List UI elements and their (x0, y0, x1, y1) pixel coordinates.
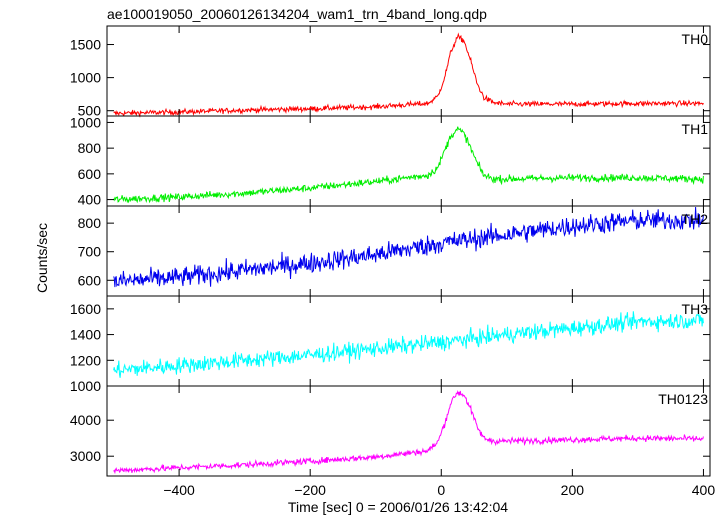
panel-label-th0123: TH0123 (658, 391, 708, 407)
panel-frame (106, 385, 711, 477)
x-tick-label: 400 (692, 482, 716, 498)
y-tick-label: 1400 (70, 327, 101, 343)
series-line-th2 (113, 206, 704, 288)
panel-th1: 400 600 800 1000 TH1 (70, 114, 711, 208)
panel-label-th3: TH3 (682, 301, 709, 317)
panel-label-th1: TH1 (682, 121, 709, 137)
panel-th2: 600 700 800 TH2 (78, 205, 711, 297)
y-tick-label: 600 (78, 166, 102, 182)
x-axis-label: Time [sec] 0 = 2006/01/26 13:42:04 (288, 499, 508, 515)
y-tick-label: 1500 (70, 37, 101, 53)
panel-label-th2: TH2 (682, 211, 709, 227)
y-axis-label: Counts/sec (34, 223, 50, 293)
panel-label-th0: TH0 (682, 31, 709, 47)
y-tick-label: 500 (78, 103, 102, 119)
chart-title: ae100019050_20060126134204_wam1_trn_4ban… (107, 6, 487, 22)
series-line-th0 (113, 32, 704, 118)
y-tick-label: 1600 (70, 301, 101, 317)
y-tick-label: 700 (78, 244, 102, 260)
panel-th3: 1000 1200 1400 1600 TH3 (70, 295, 711, 394)
x-tick-label: −400 (163, 482, 195, 498)
y-tick-label: 1000 (70, 378, 101, 394)
y-tick-label: 1000 (70, 70, 101, 86)
x-tick-label: −200 (294, 482, 326, 498)
x-tick-label: 200 (561, 482, 585, 498)
y-tick-label: 3000 (70, 448, 101, 464)
panel-th0: 500 1000 1500 TH0 (70, 25, 711, 119)
panel-frame (106, 295, 711, 387)
y-tick-label: 800 (78, 215, 102, 231)
y-tick-label: 1000 (70, 114, 101, 130)
panel-th0123: 3000 4000 TH0123 (70, 385, 711, 477)
series-line-th3 (113, 311, 704, 378)
series-line-th0123 (113, 389, 704, 475)
y-tick-label: 4000 (70, 412, 101, 428)
panel-frame (106, 115, 711, 207)
y-tick-label: 800 (78, 140, 102, 156)
x-tick-label: 0 (437, 482, 445, 498)
y-tick-label: 400 (78, 192, 102, 208)
y-tick-label: 600 (78, 272, 102, 288)
y-tick-label: 1200 (70, 352, 101, 368)
series-line-th1 (113, 126, 704, 204)
